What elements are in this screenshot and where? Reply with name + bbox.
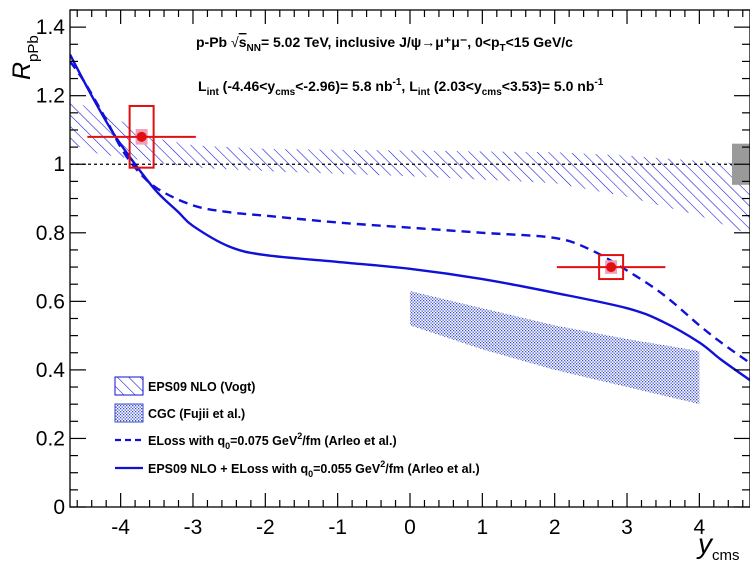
x-tick-label: 4	[694, 516, 706, 539]
legend-entry-eps09: EPS09 NLO (Vogt)	[114, 376, 255, 396]
x-tick-label: 1	[476, 516, 488, 539]
data-points	[87, 104, 666, 281]
x-tick-label: -2	[256, 516, 275, 539]
y-tick-label: 0.8	[36, 222, 65, 245]
curve-2	[70, 60, 750, 365]
x-tick-labels: -4 -3 -2 -1 0 1 2 3 4	[111, 516, 705, 539]
y-tick-label: 0.4	[36, 359, 66, 382]
x-tick-label: 3	[621, 516, 633, 539]
axis-ticks	[70, 9, 750, 508]
x-tick-label: 0	[404, 516, 416, 539]
y-tick-labels: 0 0.2 0.4 0.6 0.8 1 1.2 1.4	[36, 16, 66, 519]
y-axis-title: RpPb	[8, 35, 42, 80]
x-tick-label: -4	[111, 516, 130, 539]
data-point-0	[136, 131, 147, 142]
y-tick-label: 0.2	[36, 427, 65, 450]
y-tick-label: 0	[53, 496, 65, 519]
legend-label-eps09: EPS09 NLO (Vogt)	[148, 380, 255, 394]
legend-swatch-cgc	[114, 403, 144, 423]
y-tick-label: 1	[53, 153, 65, 176]
y-tick-label: 0.6	[36, 290, 65, 313]
legend-entry-eps09-eloss: EPS09 NLO + ELoss with q0=0.055 GeV2/fm …	[115, 459, 480, 479]
legend-entry-cgc: CGC (Fujii et al.)	[114, 403, 245, 423]
y-tick-label: 1.4	[36, 16, 66, 39]
legend-entry-eloss: ELoss with q0=0.075 GeV2/fm (Arleo et al…	[115, 431, 397, 451]
curve-3	[70, 53, 750, 382]
y-tick-label: 1.2	[36, 85, 65, 108]
theory-curves	[70, 53, 750, 382]
legend-label-cgc: CGC (Fujii et al.)	[148, 407, 245, 421]
annotation-line-2: Lint (-4.46<ycms<-2.96)= 5.8 nb-1, Lint …	[198, 77, 604, 98]
data-point-1	[606, 262, 617, 273]
annotation-line-1: p-Pb √sNN= 5.02 TeV, inclusive J/ψ→μ⁺μ⁻,…	[196, 34, 573, 54]
x-tick-label: -3	[184, 516, 203, 539]
band-1	[410, 291, 700, 405]
svg-text:p-Pb √sNN= 5.02 TeV, inclusiv: p-Pb √sNN= 5.02 TeV, inclusive J/ψ→μ⁺μ⁻,…	[196, 34, 573, 54]
legend-label-eps09-eloss: EPS09 NLO + ELoss with q0=0.055 GeV2/fm …	[148, 459, 480, 479]
legend-label-eloss: ELoss with q0=0.075 GeV2/fm (Arleo et al…	[148, 431, 397, 451]
band-0	[70, 99, 750, 235]
theory-bands	[70, 99, 750, 405]
x-tick-label: -1	[328, 516, 347, 539]
x-axis-title: ycms	[696, 528, 740, 563]
plot-clip-group	[70, 53, 750, 405]
svg-text:Lint (-4.46<ycms<-2.96)= 5.8 n: Lint (-4.46<ycms<-2.96)= 5.8 nb-1, Lint …	[198, 77, 604, 98]
legend-swatch-eps09	[114, 376, 144, 396]
legend: EPS09 NLO (Vogt) CGC (Fujii et al.) ELos…	[114, 376, 480, 479]
x-tick-label: 2	[549, 516, 561, 539]
